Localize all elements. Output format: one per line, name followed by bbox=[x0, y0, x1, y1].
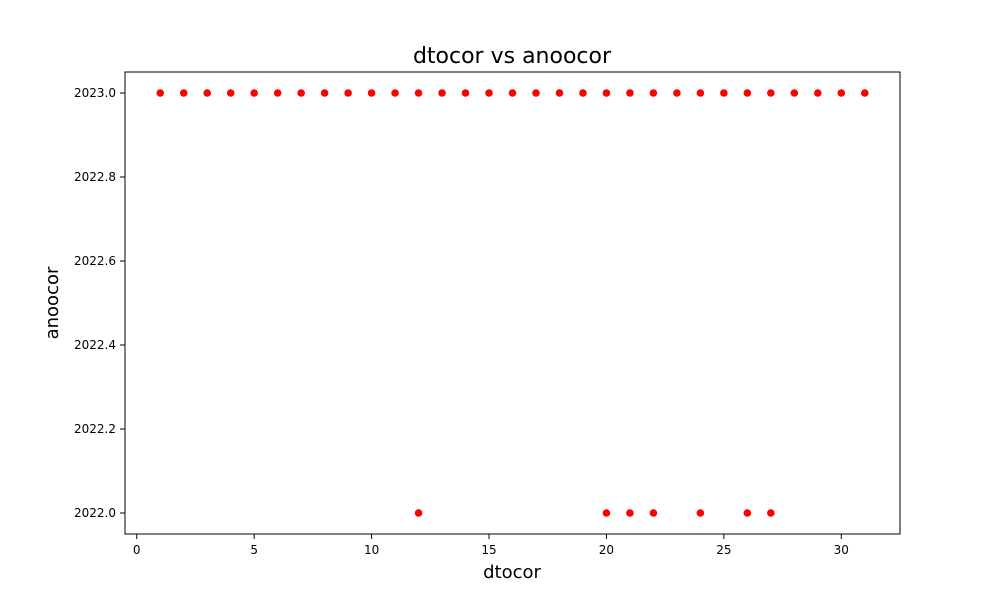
data-point bbox=[250, 89, 258, 97]
y-axis: 2022.0 2022.2 2022.4 2022.6 2022.8 2023.0 bbox=[74, 86, 125, 520]
y-tick-label: 2022.0 bbox=[74, 506, 116, 520]
data-point bbox=[649, 509, 658, 517]
plot-area bbox=[124, 71, 901, 535]
data-point bbox=[297, 89, 305, 97]
data-point bbox=[179, 89, 188, 97]
data-point bbox=[837, 89, 846, 97]
data-point bbox=[414, 89, 423, 97]
data-point bbox=[226, 89, 235, 97]
x-tick-label: 5 bbox=[250, 543, 258, 557]
data-point bbox=[626, 509, 634, 517]
x-tick-label: 0 bbox=[133, 543, 141, 557]
data-points bbox=[156, 89, 869, 517]
plot-frame bbox=[124, 71, 901, 535]
data-point bbox=[344, 89, 352, 97]
data-point bbox=[649, 89, 658, 97]
data-point bbox=[767, 89, 775, 97]
y-tick-label: 2022.6 bbox=[74, 254, 116, 268]
data-point bbox=[508, 89, 517, 97]
data-point bbox=[814, 89, 822, 97]
data-point bbox=[203, 89, 211, 97]
data-point bbox=[743, 89, 752, 97]
data-point bbox=[860, 89, 869, 97]
data-point bbox=[532, 89, 540, 97]
x-tick-label: 25 bbox=[716, 543, 731, 557]
data-point bbox=[156, 89, 165, 97]
x-tick-label: 20 bbox=[599, 543, 614, 557]
data-point bbox=[391, 89, 399, 97]
y-tick-label: 2022.8 bbox=[74, 170, 116, 184]
data-point bbox=[602, 509, 611, 517]
y-tick-label: 2023.0 bbox=[74, 86, 116, 100]
y-tick-label: 2022.2 bbox=[74, 422, 116, 436]
data-point bbox=[743, 509, 752, 517]
data-point bbox=[790, 89, 799, 97]
x-tick-label: 10 bbox=[364, 543, 379, 557]
data-point bbox=[320, 89, 329, 97]
data-point bbox=[273, 89, 282, 97]
y-axis-label: anoocor bbox=[42, 266, 63, 339]
data-point bbox=[461, 89, 470, 97]
x-tick-label: 15 bbox=[481, 543, 496, 557]
data-point bbox=[367, 89, 376, 97]
data-point bbox=[485, 89, 493, 97]
x-tick-label: 30 bbox=[834, 543, 849, 557]
data-point bbox=[696, 509, 705, 517]
data-point bbox=[555, 89, 564, 97]
data-point bbox=[767, 509, 775, 517]
y-tick-label: 2022.4 bbox=[74, 338, 116, 352]
data-point bbox=[626, 89, 634, 97]
data-point bbox=[579, 89, 587, 97]
data-point bbox=[438, 89, 446, 97]
data-point bbox=[414, 509, 423, 517]
data-point bbox=[720, 89, 728, 97]
data-point bbox=[696, 89, 705, 97]
data-point bbox=[673, 89, 681, 97]
x-axis: 0 5 10 15 20 25 30 bbox=[133, 534, 849, 557]
chart-title: dtocor vs anoocor bbox=[413, 44, 612, 69]
x-axis-label: dtocor bbox=[483, 562, 541, 583]
data-point bbox=[602, 89, 611, 97]
